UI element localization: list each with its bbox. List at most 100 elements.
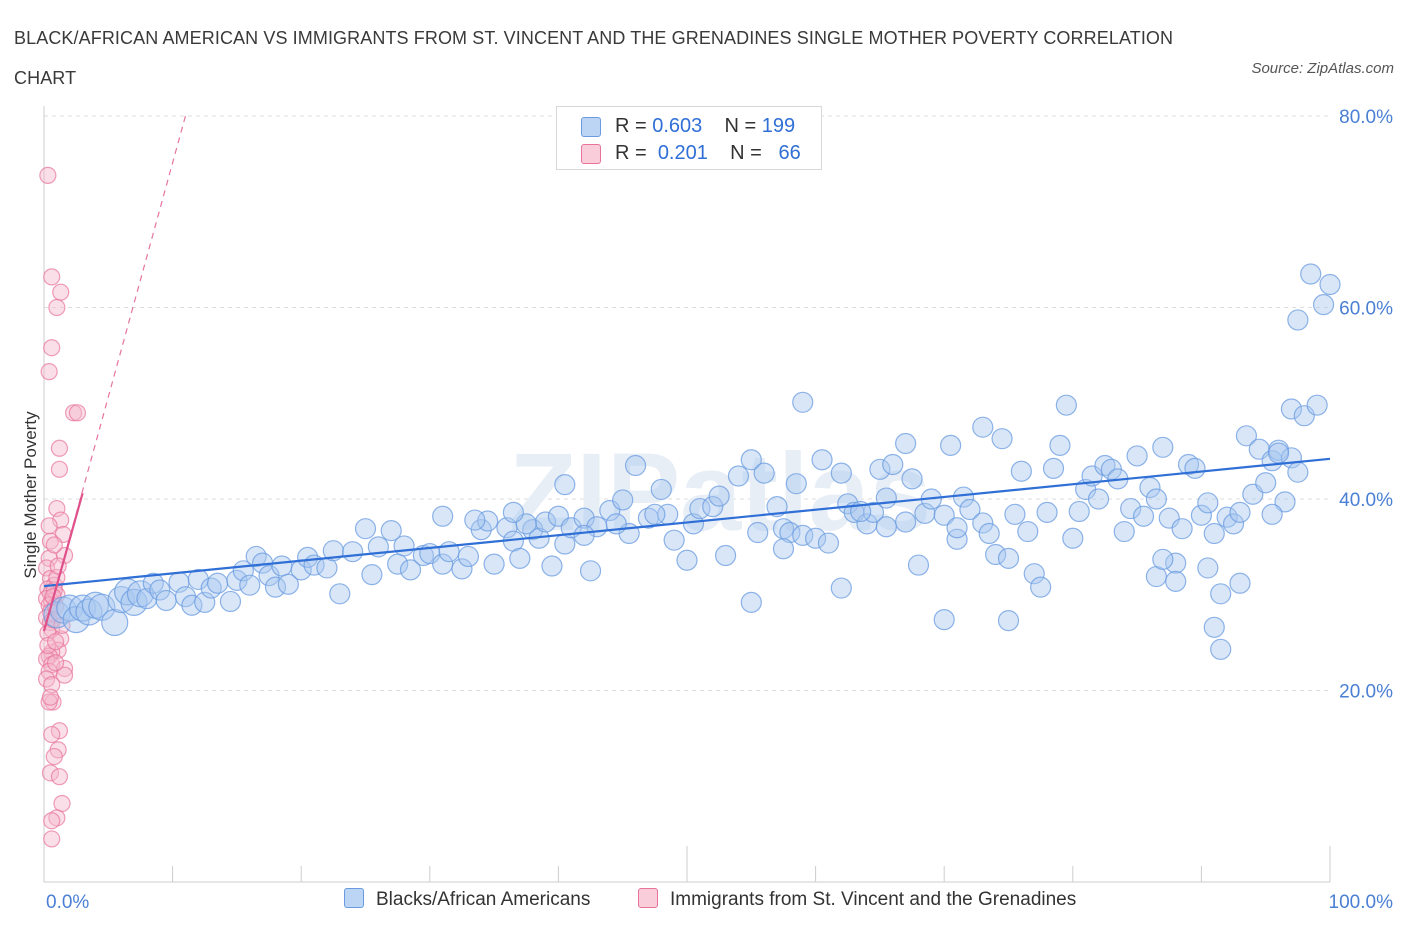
data-point-immigrants	[43, 812, 61, 830]
data-point-blacks	[830, 462, 852, 484]
data-point-blacks	[644, 503, 666, 525]
data-point-blacks	[1145, 488, 1167, 510]
data-point-blacks	[1004, 503, 1026, 525]
data-point-blacks	[804, 527, 827, 549]
data-point-blacks	[1319, 273, 1341, 296]
data-point-blacks	[573, 524, 595, 546]
data-point-blacks	[792, 524, 814, 546]
data-point-blacks	[811, 449, 833, 471]
data-point-blacks	[239, 574, 261, 596]
data-point-blacks	[1203, 522, 1225, 545]
data-point-blacks	[1152, 548, 1174, 570]
data-point-immigrants	[55, 666, 74, 684]
data-point-blacks	[464, 509, 486, 531]
data-point-blacks	[1030, 576, 1052, 598]
data-point-immigrants	[39, 166, 57, 184]
data-point-blacks	[1235, 425, 1258, 447]
data-point-blacks	[779, 521, 801, 544]
data-point-blacks	[1184, 457, 1206, 479]
legend-swatch-blue	[581, 117, 601, 137]
data-point-blacks	[895, 432, 917, 455]
data-point-blacks	[1312, 294, 1335, 316]
data-point-blacks	[978, 522, 1000, 545]
data-point-blacks	[1049, 434, 1071, 456]
data-point-blacks	[985, 543, 1007, 566]
data-point-immigrants	[64, 404, 83, 422]
data-point-blacks	[1165, 552, 1187, 574]
data-point-blacks	[361, 564, 383, 586]
data-point-blacks	[1171, 518, 1193, 540]
data-point-immigrants	[44, 693, 62, 711]
data-point-immigrants	[50, 460, 69, 478]
data-point-blacks	[1017, 520, 1039, 543]
data-point-blacks	[1197, 557, 1219, 579]
data-point-blacks	[457, 545, 479, 568]
data-point-blacks	[792, 391, 814, 413]
data-point-blacks	[451, 558, 473, 580]
bottom-legend-label: Blacks/African Americans	[376, 889, 591, 910]
data-point-blacks	[1287, 309, 1309, 331]
data-point-blacks	[219, 590, 242, 613]
data-point-blacks	[142, 572, 164, 594]
y-tick-label: 60.0%	[1339, 299, 1393, 320]
data-point-immigrants	[48, 809, 66, 827]
data-point-blacks	[354, 518, 377, 540]
legend-swatch-pink	[581, 144, 601, 164]
data-point-blacks	[322, 540, 344, 562]
data-point-blacks	[740, 449, 762, 471]
y-tick-label: 40.0%	[1339, 490, 1393, 511]
data-point-blacks	[579, 560, 602, 582]
data-point-blacks	[264, 576, 287, 598]
data-point-blacks	[1152, 436, 1174, 458]
data-point-blacks	[1010, 460, 1032, 482]
data-point-blacks	[1261, 503, 1283, 525]
axes	[43, 106, 1331, 883]
data-point-blacks	[329, 583, 351, 605]
source-label: Source: ZipAtlas.com	[1251, 60, 1394, 77]
data-point-blacks	[1306, 394, 1328, 416]
data-point-blacks	[650, 478, 672, 501]
data-point-blacks	[817, 532, 840, 554]
data-point-blacks	[181, 594, 203, 616]
data-point-blacks	[702, 496, 724, 518]
bottom-legend-swatch-pink	[638, 888, 658, 908]
legend-n-value: 199	[761, 115, 796, 137]
data-point-blacks	[1165, 570, 1187, 592]
data-point-immigrants	[41, 764, 60, 782]
data-point-immigrants	[39, 636, 57, 655]
data-point-immigrants	[46, 633, 65, 651]
data-point-blacks	[972, 512, 994, 534]
data-point-blacks	[1120, 497, 1142, 520]
data-point-blacks	[875, 516, 897, 538]
data-point-blacks	[1126, 445, 1148, 467]
data-point-blacks	[174, 586, 197, 608]
data-point-blacks	[991, 428, 1013, 450]
data-point-immigrants	[50, 439, 69, 457]
data-point-blacks	[1287, 461, 1309, 483]
bottom-legend-immigrants: Immigrants from St. Vincent and the Gren…	[638, 888, 1076, 911]
data-point-blacks	[997, 610, 1020, 632]
data-point-blacks	[1087, 488, 1110, 510]
data-point-blacks	[1280, 398, 1303, 420]
data-point-blacks	[1042, 457, 1065, 479]
data-point-immigrants	[50, 722, 69, 740]
data-point-blacks	[727, 465, 750, 487]
legend-r-label: R =	[615, 142, 647, 164]
data-point-blacks	[149, 579, 171, 601]
y-tick-labels: 20.0% 40.0% 60.0% 80.0%	[1339, 107, 1393, 703]
data-point-immigrants	[46, 654, 65, 672]
data-point-blacks	[747, 521, 769, 544]
data-point-blacks	[972, 416, 994, 438]
data-point-immigrants	[41, 688, 60, 706]
legend-n-label: N =	[724, 115, 757, 137]
trend-line-blacks	[43, 457, 1331, 588]
data-point-blacks	[245, 545, 267, 568]
y-tick-label: 20.0%	[1339, 682, 1393, 703]
trend-lines	[42, 115, 1331, 632]
data-point-blacks	[882, 453, 904, 476]
data-point-immigrants	[43, 830, 61, 848]
data-point-immigrants	[50, 768, 69, 786]
data-point-blacks	[1210, 638, 1232, 660]
data-point-blacks	[509, 547, 531, 569]
x-tick-label: 100.0%	[1329, 892, 1394, 913]
